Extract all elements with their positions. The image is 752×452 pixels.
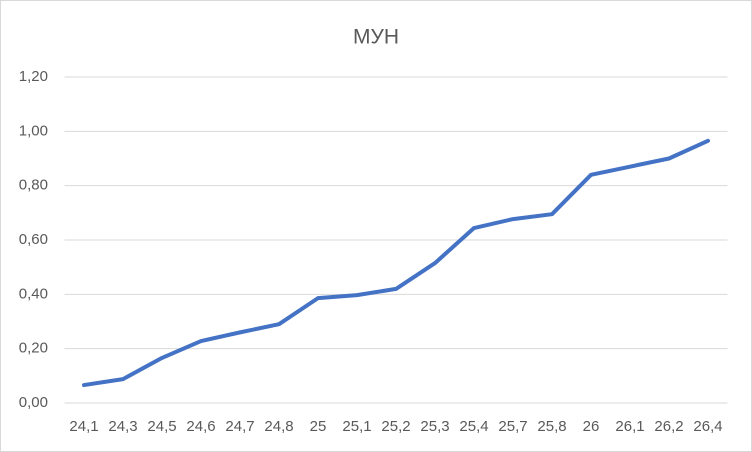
x-tick-label: 25,7 — [498, 418, 527, 435]
y-tick-label: 0,00 — [19, 394, 48, 411]
x-tick-label: 26,2 — [654, 418, 683, 435]
x-tick-label: 26 — [583, 418, 600, 435]
x-tick-label: 25 — [310, 418, 327, 435]
x-tick-label: 24,3 — [108, 418, 137, 435]
x-tick-label: 24,7 — [225, 418, 254, 435]
x-tick-label: 25,2 — [381, 418, 410, 435]
x-tick-label: 25,3 — [420, 418, 449, 435]
y-tick-label: 1,00 — [19, 122, 48, 139]
y-tick-label: 0,40 — [19, 285, 48, 302]
x-tick-label: 24,8 — [264, 418, 293, 435]
x-tick-label: 25,1 — [342, 418, 371, 435]
data-line — [82, 138, 710, 388]
y-tick-label: 0,20 — [19, 340, 48, 357]
chart-title: МУН — [353, 26, 399, 49]
y-tick-label: 0,60 — [19, 231, 48, 248]
x-tick-label: 24,5 — [147, 418, 176, 435]
x-tick-label: 26,4 — [693, 418, 722, 435]
x-tick-label: 24,6 — [186, 418, 215, 435]
x-tick-label: 24,1 — [69, 418, 98, 435]
x-tick-label: 26,1 — [615, 418, 644, 435]
y-tick-label: 1,20 — [19, 68, 48, 85]
y-tick-label: 0,80 — [19, 177, 48, 194]
x-tick-label: 25,8 — [537, 418, 566, 435]
x-tick-label: 25,4 — [459, 418, 488, 435]
